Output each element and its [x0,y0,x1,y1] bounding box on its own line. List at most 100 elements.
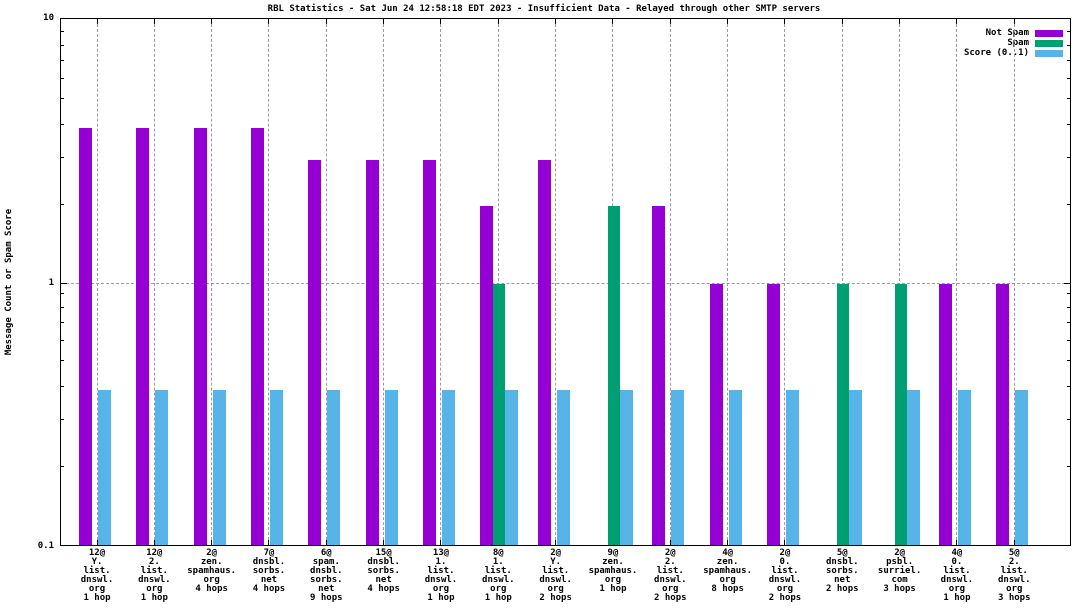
x-label-line: 6@ [320,548,332,558]
legend-entry: Spam [964,38,1063,48]
x-label-line: 8@ [492,548,504,558]
x-category-label: 15@ dnsbl. sorbs. net 4 hops [353,549,415,594]
y-tick [61,60,64,61]
y-tick [1064,283,1070,284]
x-label-line: org [1006,584,1023,594]
x-tick-bottom [784,540,786,545]
y-tick [1067,157,1070,158]
x-label-line: list. [943,566,971,576]
x-label-line: 1 hop [83,593,111,603]
x-tick-top [612,19,614,24]
x-label-line: 1 hop [427,593,455,603]
x-label-line: dnsbl. [252,557,286,567]
x-tick-top [727,19,729,24]
gridline-x [555,19,557,545]
bar-not-spam [480,206,494,545]
legend-label: Not Spam [985,28,1029,38]
x-category-label: 4@ 0. list. dnswl. org 1 hop [926,549,988,603]
x-tick-bottom [268,540,270,545]
x-label-line: 2@ [664,548,676,558]
x-label-line: org [203,575,220,585]
x-label-line: 1. [492,557,504,567]
bar-not-spam [709,284,723,545]
x-label-line: 2@ [779,548,791,558]
x-tick-top [325,19,327,24]
y-tick [1067,60,1070,61]
y-tick [1067,98,1070,99]
x-label-line: sorbs. [367,566,400,576]
x-tick-top [497,19,499,24]
x-label-line: org [719,575,736,585]
x-label-line: 9 hops [310,593,343,603]
x-label-line: 4 hops [367,584,400,594]
bar-not-spam [136,128,150,545]
x-category-label: 9@ zen. spamhaus. org 1 hop [582,549,644,594]
x-label-line: sorbs. [310,575,343,585]
x-label-line: list. [771,566,799,576]
bar-not-spam [193,128,207,545]
x-label-line: sorbs. [252,566,286,576]
x-label-line: zen. [602,557,624,567]
x-label-line: surriel. [877,566,922,576]
x-label-line: 12@ [146,548,163,558]
bar-spam [607,206,620,545]
x-label-line: spam. [312,557,340,567]
x-label-line: 2 hops [654,593,687,603]
x-label-line: org [432,584,450,594]
x-tick-top [555,19,557,24]
bar-not-spam [308,160,322,545]
x-label-line: Y. [550,557,562,567]
bar-not-spam [766,284,780,545]
gridline-x [669,19,671,545]
y-tick [61,322,64,323]
x-label-line: 2. [1008,557,1020,567]
x-tick-bottom [211,540,213,545]
chart-title: RBL Statistics - Sat Jun 24 12:58:18 EDT… [267,4,821,14]
bar-not-spam [996,284,1010,545]
x-category-label: 2@ 2. list. dnswl. org 2 hops [639,549,701,603]
gridline-x [268,19,270,545]
y-tick [1067,466,1070,467]
x-label-line: list. [140,566,168,576]
x-label-line: dnswl. [138,575,171,585]
x-label-line: org [547,584,564,594]
gridline-x [1013,19,1015,545]
x-tick-bottom [383,540,385,545]
gridline-x [497,19,499,545]
x-label-line: 3 hops [998,593,1031,603]
x-label-line: 5@ [836,548,848,558]
x-label-line: spamhaus. [187,566,237,576]
gridline-x [96,19,98,545]
y-tick [61,340,64,341]
x-tick-bottom [669,540,671,545]
x-category-label: 2@ Y. list. dnswl. org 2 hops [525,549,587,603]
gridline-x [153,19,155,545]
x-label-line: zen. [716,557,739,567]
x-category-label: 6@ spam. dnsbl. sorbs. net 9 hops [295,549,357,603]
x-label-line: 13@ [432,548,450,558]
x-label-line: dnswl. [768,575,802,585]
y-tick-label: 10 [43,13,54,23]
bar-score [384,390,398,545]
x-label-line: dnswl. [80,575,114,585]
x-label-line: 2@ [206,548,218,558]
x-label-line: list. [484,566,512,576]
x-tick-top [841,19,843,24]
x-label-line: 4 hops [195,584,228,594]
x-tick-top [1013,19,1015,24]
y-tick-label: 0.1 [37,541,54,551]
y-tick [61,78,64,79]
x-tick-top [669,19,671,24]
x-label-line: 1 hop [140,593,168,603]
x-label-line: 12@ [88,548,106,558]
x-tick-bottom [96,540,98,545]
x-label-line: com [891,575,908,585]
x-label-line: 0. [951,557,963,567]
bar-not-spam [79,128,92,545]
x-label-line: 1 hop [599,584,627,594]
legend-swatch [1035,29,1063,37]
x-label-line: 4 hops [252,584,286,594]
x-tick-top [899,19,901,24]
x-tick-bottom [727,540,729,545]
x-tick-top [96,19,98,24]
